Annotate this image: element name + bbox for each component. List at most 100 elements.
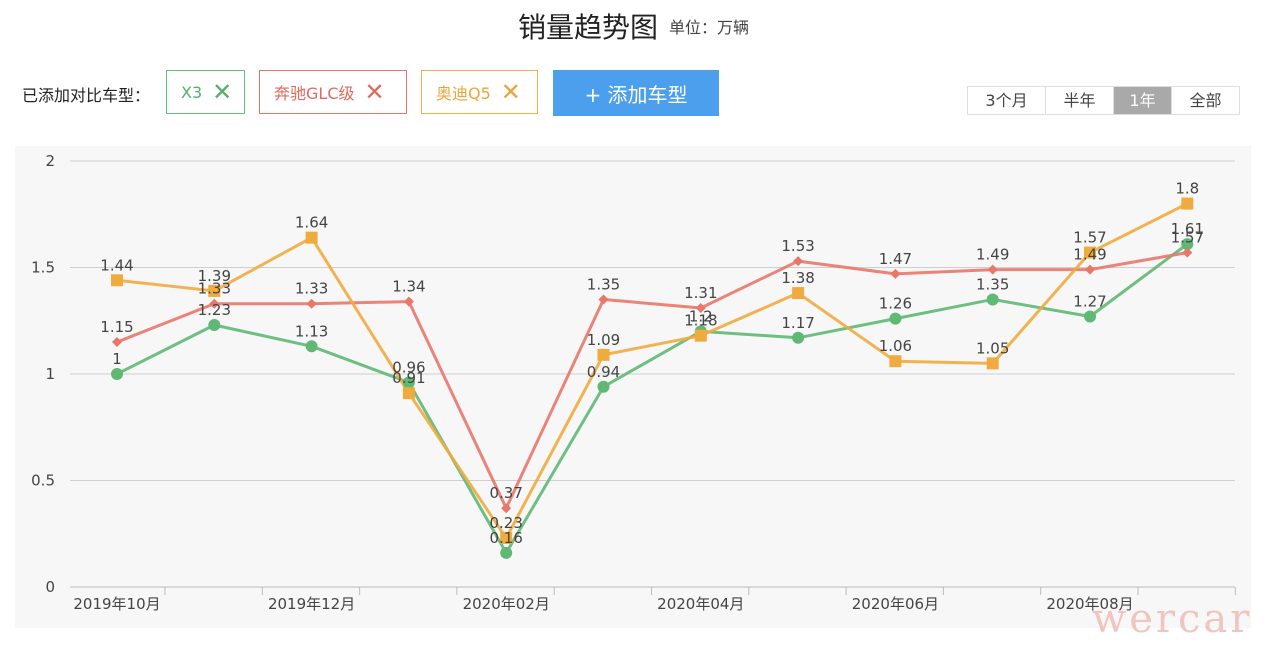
- data-label: 1.53: [781, 237, 814, 255]
- data-label: 1.47: [879, 250, 912, 268]
- data-label: 1.57: [1073, 229, 1106, 247]
- data-point: [889, 312, 902, 325]
- data-point: [986, 293, 999, 306]
- data-label: 1: [112, 350, 122, 368]
- compare-tag-x3[interactable]: X3 ✕: [166, 70, 245, 114]
- data-point: [208, 319, 221, 332]
- data-label: 1.26: [879, 295, 912, 313]
- data-point: [597, 348, 610, 361]
- x-tick-label: 2020年04月: [657, 595, 744, 613]
- data-label: 1.57: [1171, 229, 1204, 247]
- y-tick-label: 2: [45, 152, 55, 170]
- x-tick-label: 2019年10月: [73, 595, 160, 613]
- time-range-selector: 3个月 半年 1年 全部: [967, 86, 1240, 115]
- data-label: 0.23: [489, 514, 522, 532]
- close-icon[interactable]: ✕: [212, 78, 233, 106]
- page-title: 销量趋势图: [517, 11, 658, 44]
- range-1-year[interactable]: 1年: [1114, 87, 1172, 114]
- data-label: 1.35: [587, 275, 620, 293]
- range-half-year[interactable]: 半年: [1046, 87, 1114, 114]
- data-label: 1.31: [684, 284, 717, 302]
- data-point: [890, 268, 901, 279]
- compare-tag-q5[interactable]: 奥迪Q5 ✕: [421, 70, 538, 114]
- data-point: [501, 503, 512, 514]
- data-point: [1085, 264, 1095, 275]
- data-label: 1.09: [587, 331, 620, 349]
- range-all[interactable]: 全部: [1172, 87, 1239, 114]
- y-tick-label: 1: [45, 365, 55, 383]
- close-icon[interactable]: ✕: [364, 78, 385, 106]
- data-label: 0.96: [392, 359, 425, 377]
- unit-label: 单位：万辆: [669, 18, 750, 37]
- data-label: 0.16: [489, 529, 522, 547]
- x-tick-label: 2019年12月: [268, 595, 355, 613]
- data-point: [1084, 246, 1096, 259]
- data-label: 1.44: [100, 256, 133, 274]
- y-tick-label: 0.5: [31, 472, 55, 490]
- data-label: 0.94: [587, 363, 620, 381]
- data-label: 1.18: [684, 312, 717, 330]
- data-label: 1.33: [295, 280, 328, 298]
- compare-tag-label: X3: [181, 82, 203, 102]
- data-label: 1.13: [295, 322, 328, 340]
- data-point: [112, 337, 122, 348]
- data-point: [305, 340, 318, 353]
- y-tick-label: 0: [45, 578, 55, 596]
- data-point: [306, 298, 317, 309]
- data-point: [793, 256, 804, 267]
- range-3-months[interactable]: 3个月: [968, 87, 1046, 114]
- data-point: [792, 287, 805, 300]
- data-point: [111, 368, 123, 380]
- data-point: [986, 357, 999, 370]
- data-label: 1.33: [198, 280, 231, 298]
- sales-trend-chart: 0 0.5 1 1.5 2 2019年10月 2019年12月 2020年02月 2020年04…: [31, 152, 1236, 613]
- data-point: [694, 329, 707, 342]
- data-point: [500, 546, 513, 559]
- data-label: 1.34: [392, 278, 425, 296]
- data-label: 1.06: [879, 337, 912, 355]
- x-tick-label: 2020年02月: [463, 595, 550, 613]
- x-tick-label: 2020年06月: [852, 595, 939, 613]
- x-tick-label: 2020年08月: [1046, 595, 1133, 613]
- data-label: 1.49: [976, 246, 1009, 264]
- data-point: [305, 231, 318, 244]
- data-point: [792, 331, 805, 344]
- y-tick-label: 1.5: [31, 259, 55, 277]
- compare-label: 已添加对比车型：: [22, 86, 151, 105]
- data-point: [1182, 247, 1193, 258]
- data-label: 1.17: [781, 314, 814, 332]
- data-point: [695, 302, 706, 313]
- series-line: [116, 251, 1188, 510]
- data-label: 1.8: [1175, 180, 1199, 198]
- data-point: [1181, 197, 1194, 210]
- data-point: [597, 380, 610, 393]
- chart-header: 销量趋势图 单位：万辆: [0, 6, 1267, 46]
- data-point: [987, 264, 998, 275]
- series-line: [116, 242, 1189, 555]
- data-point: [1181, 238, 1194, 251]
- data-label: 1.2: [689, 307, 713, 325]
- compare-tag-label: 奔驰GLC级: [274, 84, 355, 103]
- data-label: 1.15: [100, 318, 133, 336]
- data-point: [403, 296, 414, 307]
- data-point: [1084, 310, 1096, 323]
- data-label: 0.37: [489, 484, 522, 502]
- add-model-button[interactable]: + 添加车型: [553, 70, 719, 116]
- data-point: [402, 387, 415, 400]
- data-point: [598, 294, 609, 305]
- data-point: [208, 284, 221, 297]
- data-label: 1.38: [781, 269, 814, 287]
- data-point: [889, 355, 902, 368]
- data-label: 1.39: [198, 267, 231, 285]
- data-label: 1.61: [1171, 220, 1204, 238]
- data-label: 1.05: [976, 339, 1009, 357]
- data-label: 1.27: [1073, 292, 1106, 310]
- compare-tag-label: 奥迪Q5: [436, 84, 491, 103]
- series-line: [116, 202, 1188, 540]
- close-icon[interactable]: ✕: [500, 78, 521, 106]
- data-label: 1.49: [1073, 246, 1106, 264]
- data-point: [111, 274, 123, 287]
- data-label: 1.64: [295, 214, 328, 232]
- data-label: 0.91: [392, 369, 425, 387]
- compare-tag-glc[interactable]: 奔驰GLC级 ✕: [259, 70, 407, 114]
